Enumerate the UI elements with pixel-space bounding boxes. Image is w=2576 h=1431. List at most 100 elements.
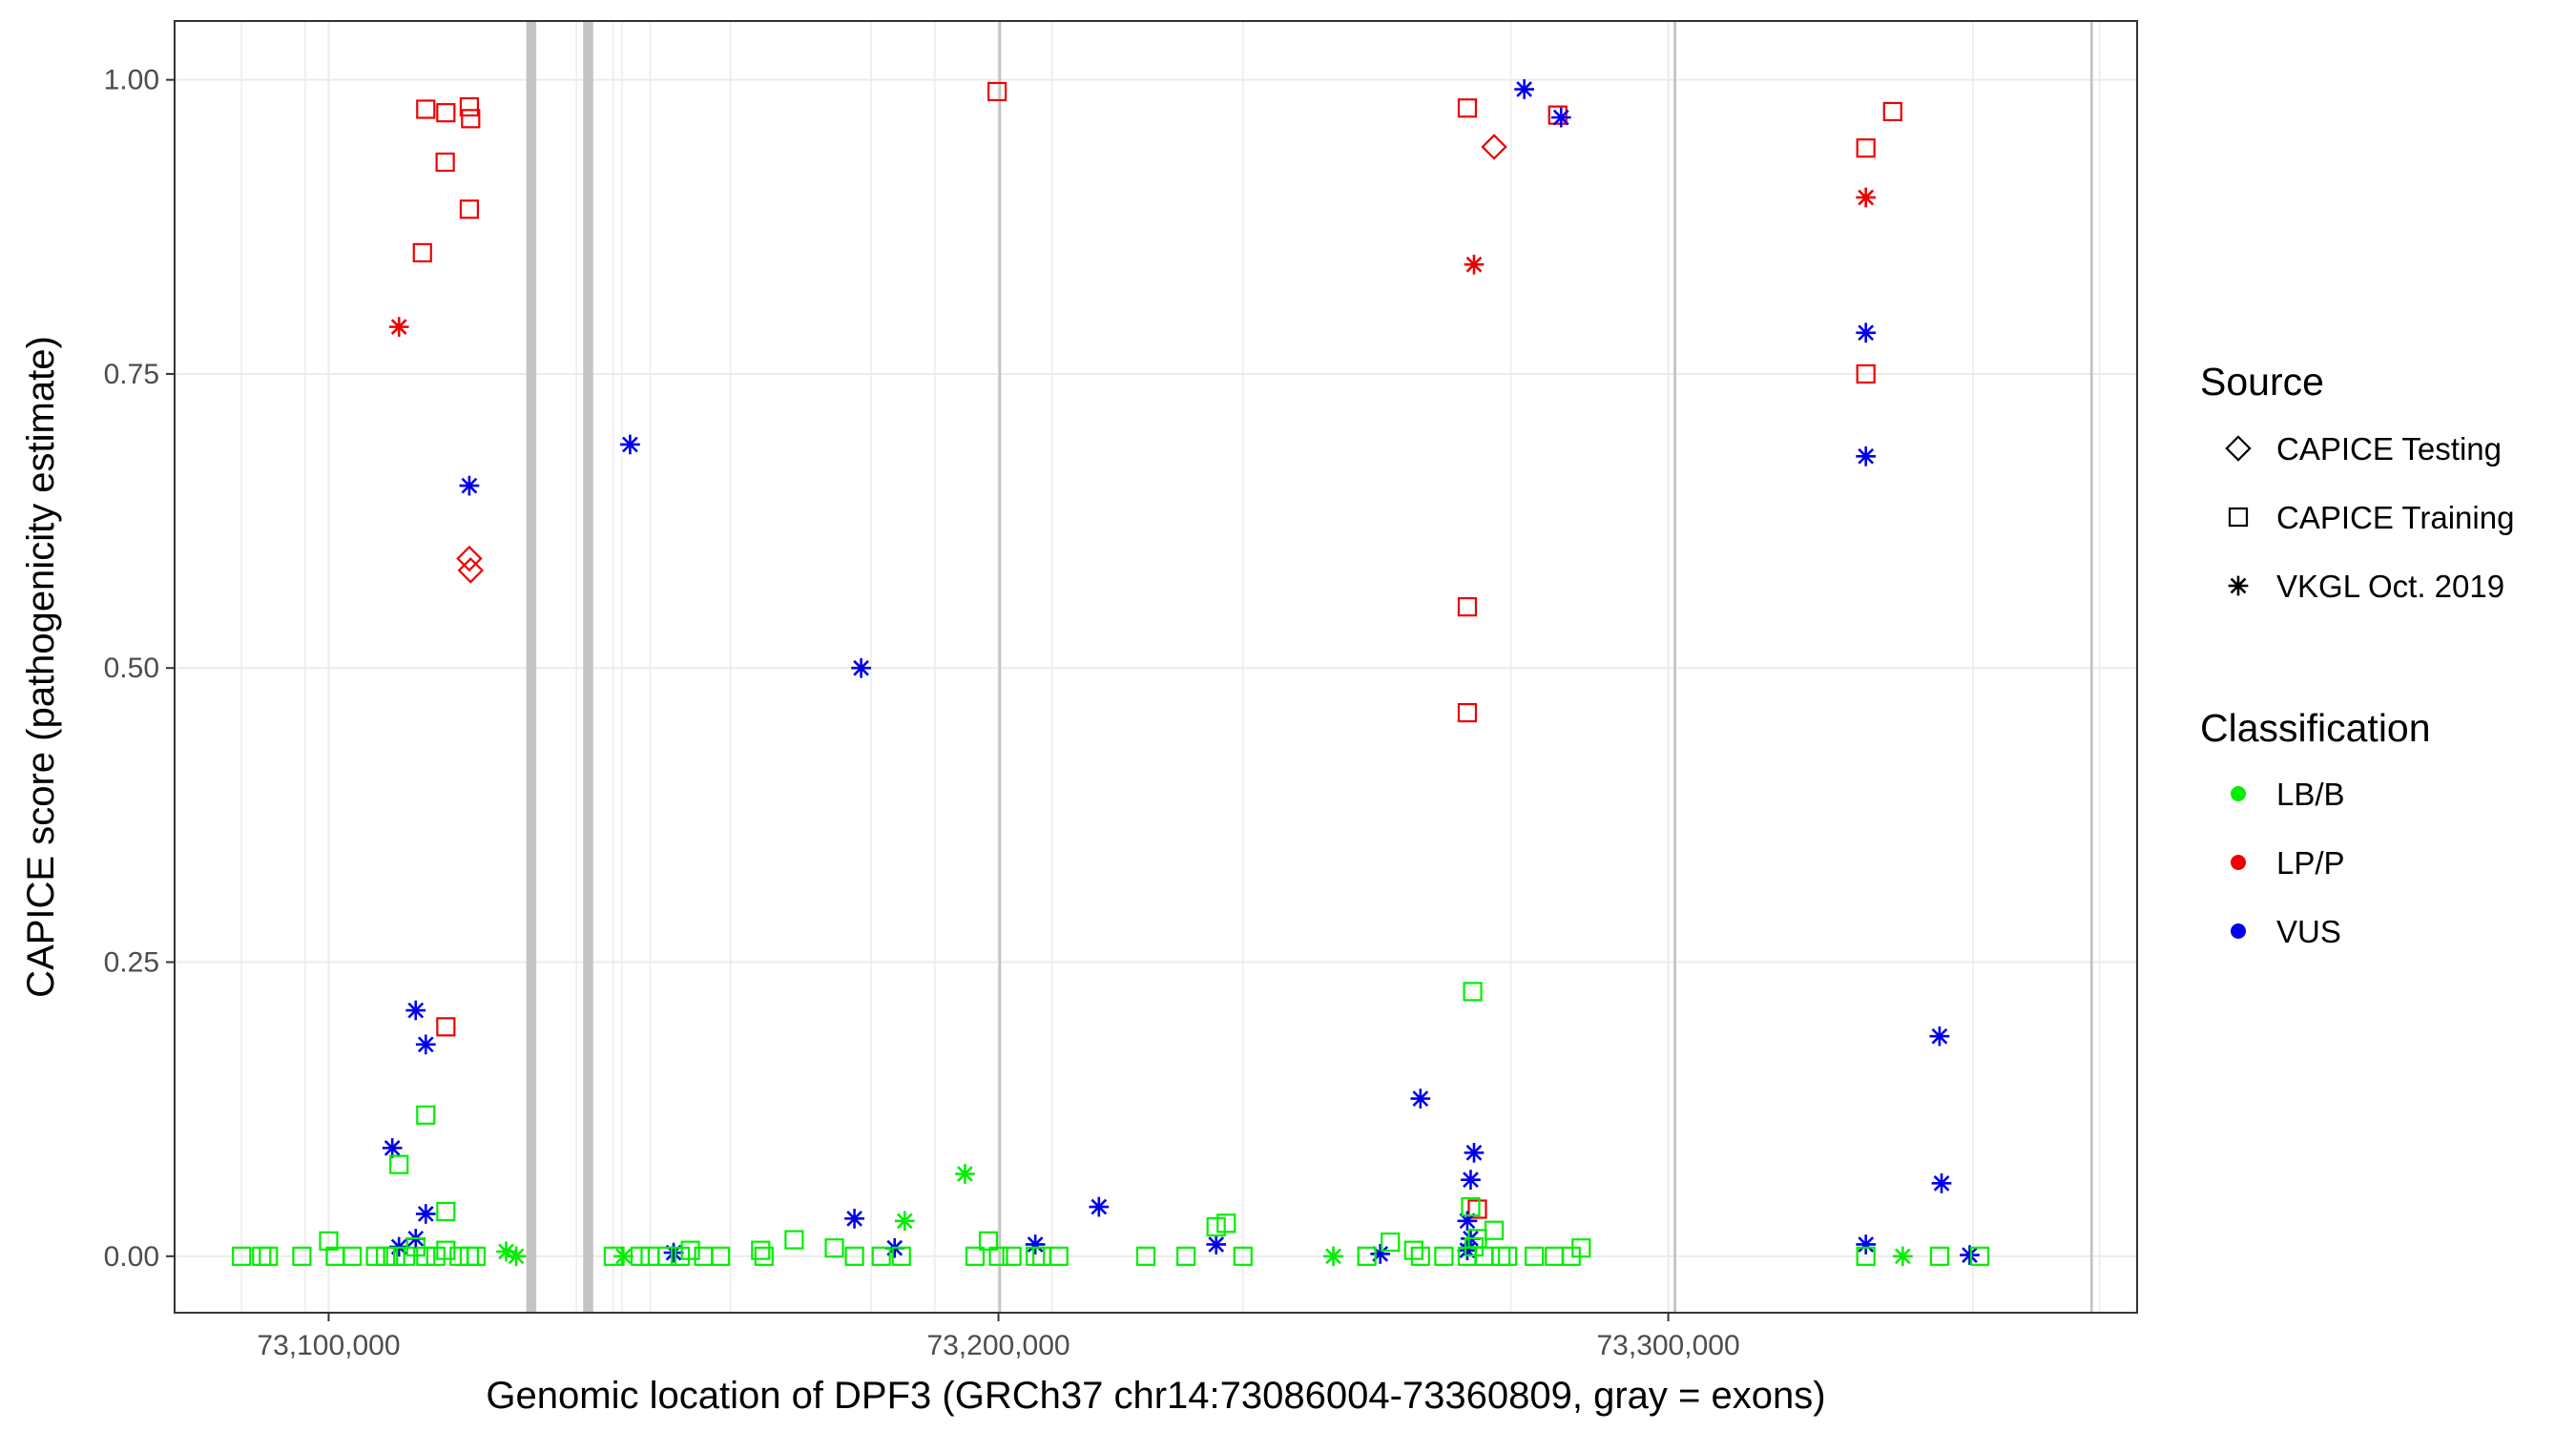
- point-lpp-square: [1457, 702, 1478, 723]
- point-lbb-square: [259, 1246, 279, 1266]
- point-lpp-diamond: [1481, 134, 1507, 160]
- point-lpp-square: [1467, 1199, 1487, 1219]
- exon-band: [526, 21, 537, 1313]
- point-lbb-square: [1525, 1246, 1545, 1266]
- point-lbb-square: [1463, 982, 1483, 1002]
- point-lbb-square: [1206, 1216, 1226, 1237]
- point-lpp-square: [1457, 597, 1478, 617]
- point-lbb-square: [436, 1201, 456, 1222]
- point-vus-asterisk: [1025, 1234, 1046, 1255]
- point-lbb-square: [1233, 1246, 1253, 1266]
- legend-source-entries: CAPICE Testing CAPICE Training VKGL Oct. 2…: [2225, 431, 2514, 604]
- point-vus-asterisk: [415, 1034, 436, 1055]
- point-lbb-asterisk: [955, 1164, 975, 1184]
- legend: Source CAPICE Testing CAPICE Training VKGL…: [2200, 360, 2514, 949]
- point-vus-asterisk: [405, 1000, 426, 1021]
- point-lpp-square: [459, 199, 480, 219]
- point-lbb-square: [751, 1240, 771, 1260]
- point-lbb-square: [1571, 1238, 1591, 1258]
- point-vus-asterisk: [1856, 446, 1877, 467]
- x-axis: 73,100,000 73,200,000 73,300,000: [257, 1313, 1740, 1361]
- point-lpp-square: [1882, 101, 1902, 122]
- point-vus-asterisk: [1856, 322, 1877, 343]
- y-tick-label: 0.25: [104, 947, 159, 979]
- point-lbb-square: [466, 1246, 487, 1266]
- point-lbb-square: [978, 1231, 999, 1251]
- point-vus-asterisk: [663, 1242, 684, 1263]
- point-lpp-square: [459, 96, 480, 117]
- point-lbb-square: [1434, 1246, 1454, 1266]
- legend-label-source: VKGL Oct. 2019: [2276, 569, 2504, 604]
- y-tick-label: 0.50: [104, 653, 159, 684]
- point-lbb-square: [389, 1154, 409, 1174]
- point-lbb-square: [365, 1246, 385, 1266]
- point-lbb-square: [1929, 1246, 1949, 1266]
- x-tick-label: 73,100,000: [257, 1330, 400, 1361]
- point-lbb-square: [988, 1246, 1008, 1266]
- point-lbb-square: [1410, 1246, 1430, 1266]
- legend-label-source: CAPICE Testing: [2276, 431, 2502, 467]
- point-lbb-square: [1357, 1246, 1377, 1266]
- point-lbb-square: [232, 1246, 252, 1266]
- point-lpp-square: [1548, 105, 1568, 125]
- point-lbb-square: [656, 1246, 677, 1266]
- point-lbb-square: [436, 1240, 456, 1260]
- point-lpp-square: [436, 103, 456, 123]
- plot-panel: [174, 20, 2138, 1314]
- point-lbb-square: [1497, 1246, 1518, 1266]
- point-vus-asterisk: [1457, 1211, 1478, 1232]
- point-lpp-diamond: [457, 557, 485, 584]
- y-tick-label: 0.00: [104, 1241, 159, 1273]
- point-lbb-asterisk: [496, 1241, 516, 1262]
- point-lbb-asterisk: [894, 1211, 915, 1232]
- legend-label-classification: LP/P: [2276, 845, 2345, 881]
- exon-band: [998, 21, 1002, 1313]
- x-axis-title: Genomic location of DPF3 (GRCh37 chr14:7…: [486, 1375, 1825, 1417]
- point-lpp-diamond: [456, 545, 483, 572]
- point-lbb-square: [416, 1105, 436, 1125]
- point-vus-asterisk: [1931, 1173, 1952, 1193]
- point-lpp-square: [435, 152, 455, 173]
- point-lpp-square: [461, 109, 481, 129]
- point-lbb-square: [1381, 1232, 1401, 1253]
- point-lpp-asterisk: [1856, 187, 1877, 208]
- point-lpp-asterisk: [388, 317, 409, 337]
- point-lbb-square: [426, 1246, 446, 1266]
- point-vus-asterisk: [1550, 107, 1571, 128]
- legend-key-dot: [2231, 923, 2246, 939]
- point-vus-asterisk: [1410, 1089, 1431, 1109]
- point-vus-asterisk: [1929, 1026, 1950, 1047]
- point-lbb-square: [1467, 1229, 1487, 1249]
- legend-key-diamond: [2225, 435, 2252, 462]
- panel-border: [174, 20, 2138, 1314]
- point-lbb-square: [1969, 1246, 1990, 1266]
- point-lbb-square: [1049, 1246, 1069, 1266]
- exon-band: [1673, 21, 1676, 1313]
- legend-label-source: CAPICE Training: [2276, 500, 2514, 535]
- point-lbb-asterisk: [1892, 1246, 1913, 1267]
- y-axis: 0.00 0.25 0.50 0.75 1.00: [104, 65, 175, 1273]
- point-lpp-square: [436, 1017, 456, 1037]
- y-tick-label: 0.75: [104, 359, 159, 390]
- point-lpp-square: [412, 242, 432, 263]
- point-vus-asterisk: [851, 657, 871, 678]
- minor-gridlines: [240, 21, 2101, 1313]
- legend-label-classification: LB/B: [2276, 777, 2345, 812]
- point-vus-asterisk: [844, 1209, 864, 1229]
- point-vus-asterisk: [459, 475, 480, 496]
- point-lbb-square: [376, 1246, 396, 1266]
- y-axis-title: CAPICE score (pathogenicity estimate): [20, 336, 62, 998]
- x-tick-label: 73,200,000: [926, 1330, 1070, 1361]
- point-lbb-square: [670, 1246, 691, 1266]
- legend-title-source: Source: [2200, 360, 2324, 404]
- point-vus-asterisk: [1089, 1196, 1110, 1217]
- point-lbb-square: [1403, 1240, 1423, 1260]
- x-tick-label: 73,300,000: [1596, 1330, 1739, 1361]
- point-lpp-square: [1457, 98, 1478, 118]
- point-vus-asterisk: [620, 434, 640, 455]
- legend-key-square: [2228, 507, 2249, 528]
- point-vus-asterisk: [1514, 79, 1534, 99]
- point-lbb-square: [711, 1246, 731, 1266]
- point-vus-asterisk: [1461, 1170, 1481, 1190]
